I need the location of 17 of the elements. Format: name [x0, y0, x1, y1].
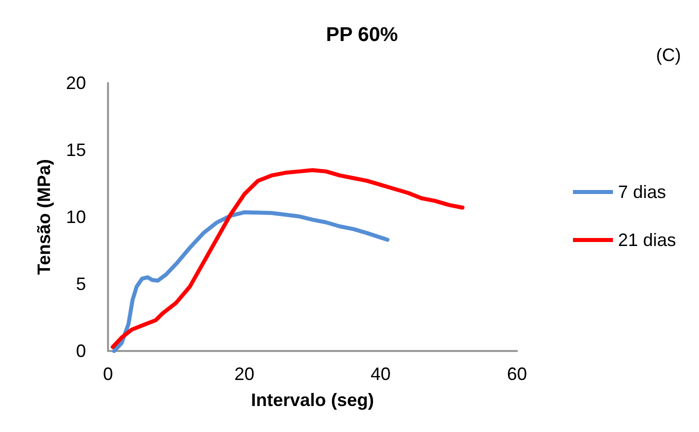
y-tick-label: 15 [66, 140, 86, 160]
legend-label: 21 dias [618, 230, 676, 250]
x-tick-label: 0 [102, 364, 114, 384]
x-tick-label: 60 [506, 364, 528, 384]
y-tick-label: 0 [76, 341, 86, 361]
y-tick-label: 10 [66, 207, 86, 227]
y-axis-title: Tensão (MPa) [34, 159, 54, 275]
x-tick-label: 40 [370, 364, 391, 384]
legend-label: 7 dias [618, 182, 666, 202]
line-series [112, 210, 390, 353]
text: (C) [656, 45, 682, 65]
x-tick-label: 20 [234, 364, 254, 384]
chart-title: PP 60% [326, 24, 398, 46]
x-axis-title: Intervalo (seg) [250, 390, 374, 410]
y-tick-label: 5 [76, 274, 86, 294]
y-tick-label: 20 [66, 73, 86, 93]
line-series [110, 168, 464, 349]
